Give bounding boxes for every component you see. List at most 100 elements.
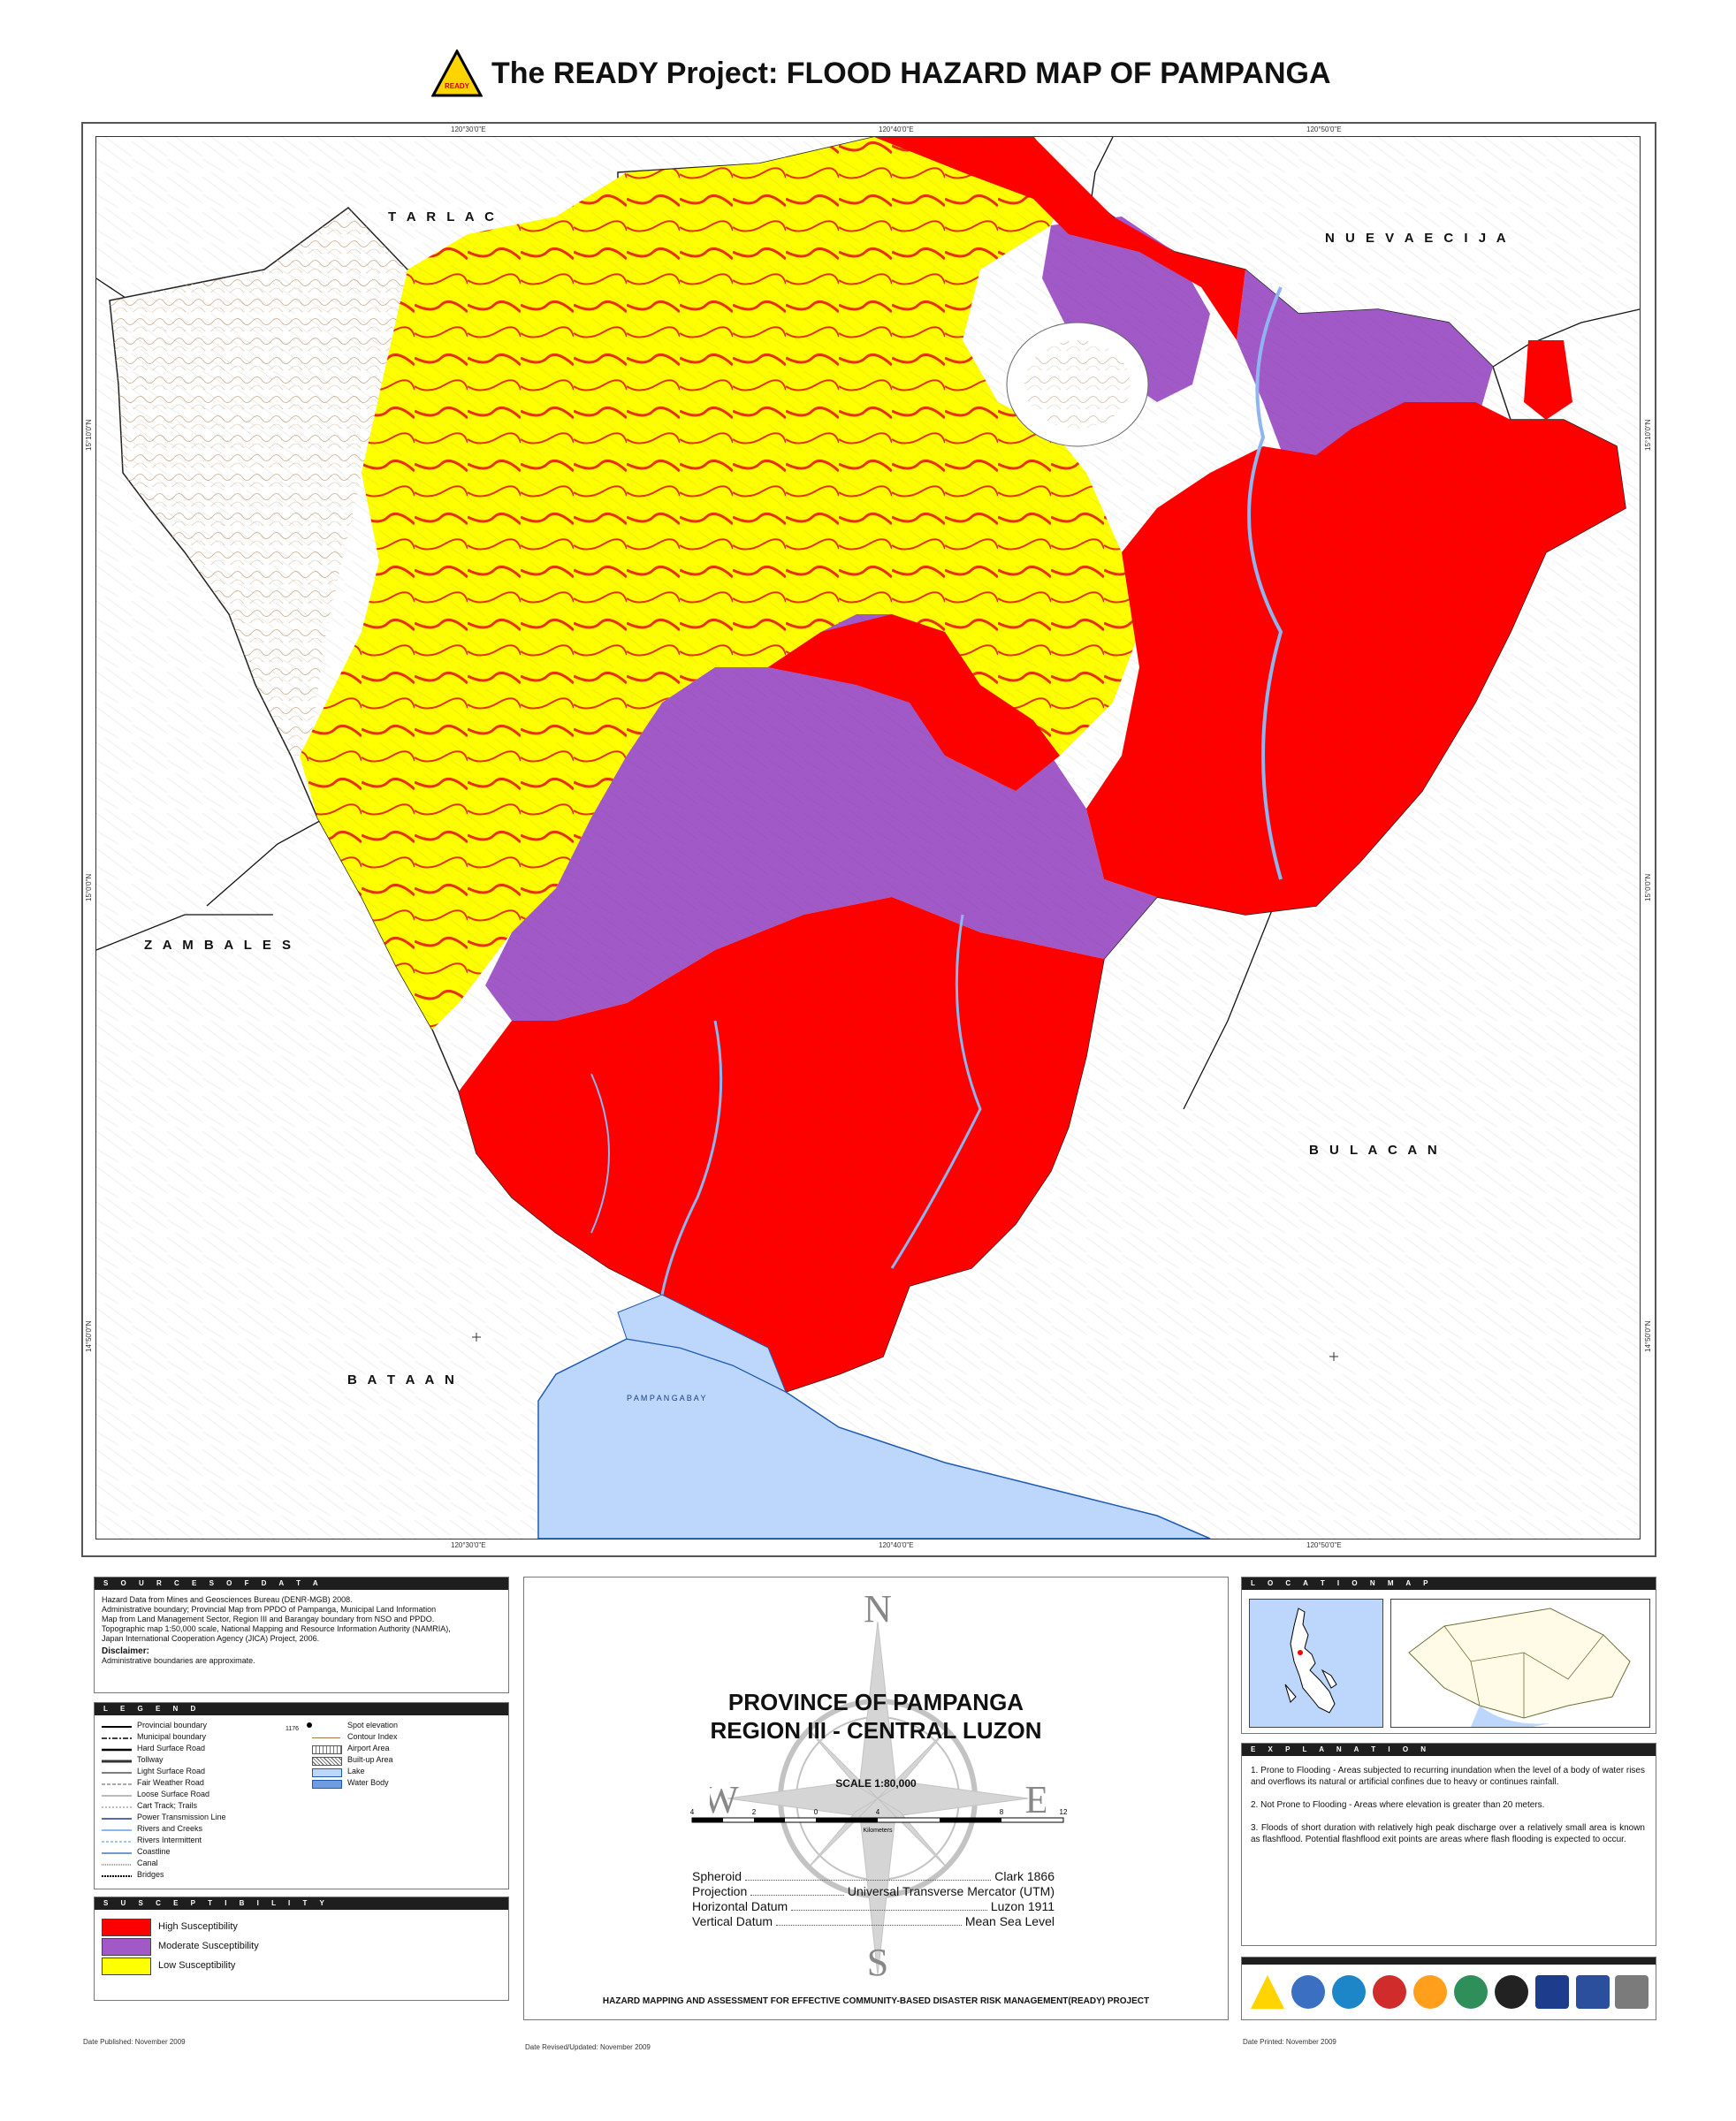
location-map-panel: L O C A T I O N M A P <box>1241 1577 1656 1734</box>
namria-logo-icon <box>1454 1975 1488 2009</box>
disclaimer-title: Disclaimer: <box>102 1646 149 1656</box>
map-specs: Spheroid Clark 1866 Projection Universal T… <box>692 1869 1055 1929</box>
compass-n: N <box>864 1595 892 1631</box>
date-printed: Date Printed: November 2009 <box>1243 2038 1336 2046</box>
high-susceptibility-label: High Susceptibility <box>158 1921 238 1932</box>
ocd-logo-icon <box>1332 1975 1366 2009</box>
flood-hazard-map: P A M P A N G A B A Y <box>96 137 1640 1539</box>
scale-tick-5: 8 <box>1000 1808 1004 1816</box>
spec-vertical-datum: Vertical Datum Mean Sea Level <box>692 1914 1055 1928</box>
legend-item: Rivers and Creeks <box>137 1824 203 1833</box>
legend-symbol <box>102 1760 132 1763</box>
compass-e: E <box>1025 1778 1046 1821</box>
ausaid-logo-icon <box>1576 1975 1610 2009</box>
explanation-header: E X P L A N A T I O N <box>1242 1744 1656 1756</box>
bay-label: P A M P A N G A B A Y <box>627 1394 706 1403</box>
source-line-2: Administrative boundary; Provincial Map … <box>102 1605 437 1614</box>
title-block-panel: N S W E PROVINCE OF PAMPANGA REGION III … <box>523 1577 1229 2020</box>
label-nueva-ecija: N U E V A E C I J A <box>1325 231 1510 246</box>
pagasa-logo-icon <box>1495 1975 1528 2009</box>
legend-item: Municipal boundary <box>137 1732 207 1741</box>
disclaimer-text: Administrative boundaries are approximat… <box>102 1656 255 1665</box>
svg-text:READY: READY <box>445 82 470 90</box>
legend-symbol <box>312 1780 342 1789</box>
legend-item: Water Body <box>347 1778 389 1787</box>
moderate-susceptibility-swatch <box>102 1938 151 1956</box>
spec-spheroid: Spheroid Clark 1866 <box>692 1869 1055 1883</box>
source-line-1: Hazard Data from Mines and Geosciences B… <box>102 1595 353 1604</box>
legend-symbol <box>102 1772 132 1774</box>
legend-item: Contour Index <box>347 1732 398 1741</box>
scale-text: SCALE 1:80,000 <box>835 1777 917 1790</box>
compass-rose-icon: N S W E <box>710 1595 1046 1984</box>
philippines-inset <box>1249 1599 1383 1728</box>
pampanga-bay <box>537 1338 1211 1539</box>
sources-header: S O U R C E S O F D A T A <box>95 1577 508 1590</box>
scale-tick-3: 0 <box>814 1808 819 1816</box>
legend-symbol <box>102 1841 132 1843</box>
scale-tick-2: 2 <box>752 1808 757 1816</box>
coord-left-2: 15°0'0"N <box>85 873 93 901</box>
legend-symbol <box>312 1745 342 1754</box>
phivolcs-logo-icon <box>1373 1975 1406 2009</box>
csc-logo-icon <box>1291 1975 1325 2009</box>
province-title: PROVINCE OF PAMPANGA <box>727 1689 1024 1715</box>
legend-symbol <box>312 1757 342 1766</box>
spec-projection: Projection Universal Transverse Mercator … <box>692 1884 1055 1898</box>
source-line-5: Japan International Cooperation Agency (… <box>102 1634 320 1643</box>
explanation-item-1: 1. Prone to Flooding - Areas subjected t… <box>1251 1766 1645 1787</box>
legend-symbol <box>102 1783 132 1785</box>
legend-item: Provincial boundary <box>137 1721 208 1729</box>
coord-top-1: 120°30'0"E <box>451 125 486 133</box>
source-line-4: Topographic map 1:50,000 scale, National… <box>102 1624 451 1633</box>
project-name: HAZARD MAPPING AND ASSESSMENT FOR EFFECT… <box>602 1996 1150 2006</box>
date-published: Date Published: November 2009 <box>83 2038 186 2046</box>
scale-tick-1: 4 <box>690 1808 695 1816</box>
coord-bottom-3: 120°50'0"E <box>1306 1541 1342 1549</box>
explanation-panel: E X P L A N A T I O N 1. Prone to Floodi… <box>1241 1743 1656 1946</box>
spot-elevation-value: 1176 <box>286 1726 300 1732</box>
graticule-marks <box>472 1333 1338 1361</box>
legend-item: Hard Surface Road <box>137 1744 206 1752</box>
scale-unit: Kilometers <box>863 1828 893 1834</box>
coord-bottom-2: 120°40'0"E <box>879 1541 914 1549</box>
coord-top-2: 120°40'0"E <box>879 125 914 133</box>
coord-right-2: 15°0'0"N <box>1644 873 1652 901</box>
compass-s: S <box>867 1941 888 1984</box>
low-susceptibility-swatch <box>102 1958 151 1975</box>
pampanga-river <box>1247 286 1283 880</box>
scale-tick-6: 12 <box>1060 1808 1068 1816</box>
partner-logo-icon <box>1615 1975 1648 2009</box>
ready-project-logo-icon <box>1251 1975 1284 2009</box>
legend-item: Loose Surface Road <box>137 1790 210 1798</box>
legend-item: Rivers Intermittent <box>137 1836 202 1844</box>
mgb-logo-icon <box>1413 1975 1447 2009</box>
legend-symbol <box>102 1864 132 1866</box>
susceptibility-header: S U S C E P T I B I L I T Y <box>95 1897 508 1910</box>
partner-logos-panel <box>1241 1957 1656 2020</box>
legend-item: Canal <box>137 1859 158 1867</box>
legend-symbol <box>102 1852 132 1854</box>
compass-w: W <box>710 1778 739 1821</box>
map-canvas[interactable]: P A M P A N G A B A Y T A R L A C N U E … <box>95 136 1641 1539</box>
coord-left-1: 15°10'0"N <box>85 419 93 451</box>
source-line-3: Map from Land Management Sector, Region … <box>102 1615 435 1623</box>
legend-item: Airport Area <box>347 1744 390 1752</box>
legend-symbol <box>102 1795 132 1797</box>
spec-horizontal-datum: Horizontal Datum Luzon 1911 <box>692 1899 1055 1913</box>
region-title: REGION III - CENTRAL LUZON <box>710 1717 1042 1744</box>
title-row: READY The READY Project: FLOOD HAZARD MA… <box>0 46 1736 108</box>
ready-logo-icon: READY <box>431 49 483 97</box>
date-revised: Date Revised/Updated: November 2009 <box>525 2043 651 2051</box>
legend-item: Built-up Area <box>347 1755 393 1764</box>
legend-symbol <box>312 1737 340 1738</box>
legend-symbol <box>312 1768 342 1777</box>
low-susceptibility-label: Low Susceptibility <box>158 1960 236 1971</box>
label-bataan: B A T A A N <box>347 1372 458 1387</box>
legend-item: Lake <box>347 1767 365 1775</box>
map-title: The READY Project: FLOOD HAZARD MAP OF P… <box>491 57 1331 90</box>
label-bulacan: B U L A C A N <box>1309 1143 1441 1158</box>
legend-item: Spot elevation <box>347 1721 399 1729</box>
legend-item: Light Surface Road <box>137 1767 206 1775</box>
legend-item: Cart Track; Trails <box>137 1801 198 1810</box>
